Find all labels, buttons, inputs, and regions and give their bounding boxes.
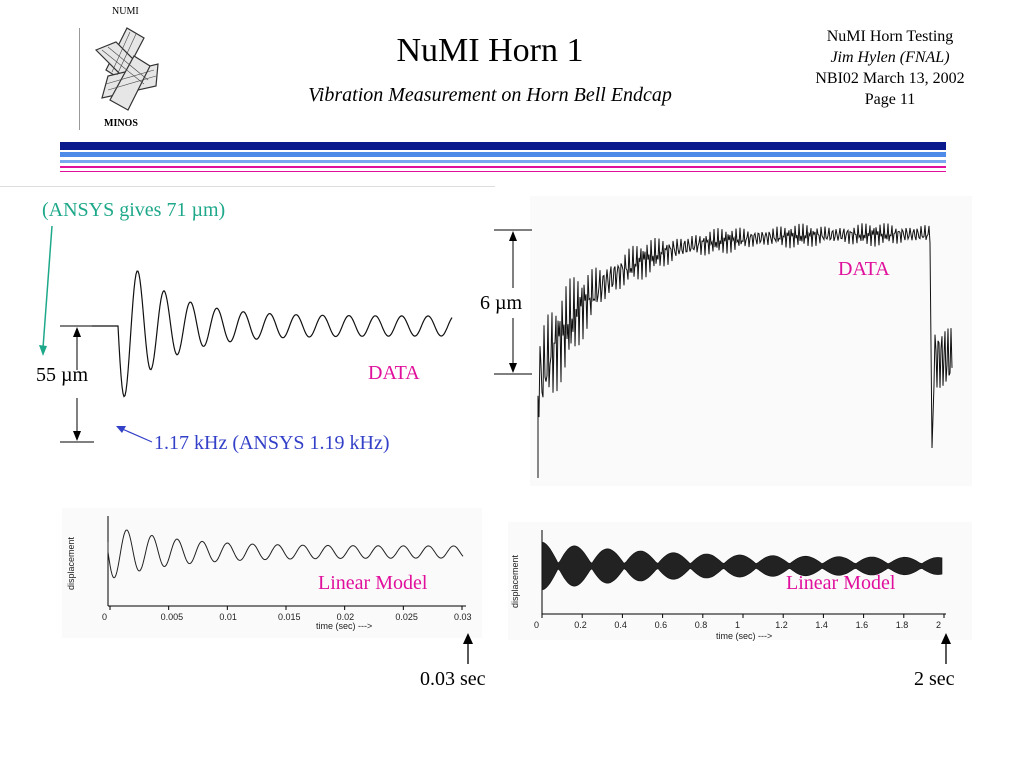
header-event: NBI02 March 13, 2002	[815, 70, 965, 87]
left-model-trace	[107, 516, 466, 610]
logo-top-text: NUMI	[112, 6, 139, 17]
end-arrow-right	[941, 633, 951, 664]
right-x-tick-label-7: 1.4	[815, 620, 828, 630]
ansys-note: (ANSYS gives 71 µm)	[42, 199, 226, 221]
header-bar-lightblue	[60, 160, 946, 163]
right-x-tick-label-9: 1.8	[895, 620, 909, 630]
left-x-tick-label-1: 0.005	[160, 612, 184, 622]
right-model-trace	[541, 530, 946, 618]
logo-bottom-text: MINOS	[104, 118, 138, 129]
left-x-tick-label-2: 0.01	[219, 612, 237, 622]
header-bar-magenta-thin	[60, 171, 946, 172]
header-bar-blue	[60, 152, 946, 157]
left-x-axis-label: time (sec) --->	[316, 621, 373, 631]
slide-title: NuMI Horn 1	[396, 32, 584, 69]
right-x-tick-label-1: 0.2	[574, 620, 587, 630]
data-label-right: DATA	[838, 258, 890, 280]
right-model-panel	[508, 522, 972, 640]
freq-arrow	[116, 426, 153, 443]
header-bar-magenta	[60, 166, 946, 168]
header-line-1: NuMI Horn Testing	[826, 28, 954, 45]
right-x-tick-label-10: 2	[936, 620, 942, 630]
right-x-tick-label-5: 1	[735, 620, 741, 630]
right-data-trace	[537, 223, 953, 478]
right-y-axis-label: displacement	[510, 554, 520, 608]
data-label-left: DATA	[368, 362, 420, 384]
logo-divider	[79, 28, 80, 130]
header-bar-navy	[60, 142, 946, 150]
header-page: Page 11	[864, 91, 916, 108]
right-x-tick-label-0: 0	[534, 620, 540, 630]
amplitude-bracket-right	[494, 229, 532, 375]
left-x-tick-label-3: 0.015	[278, 612, 301, 622]
end-marker-left: 0.03 sec	[420, 668, 486, 690]
left-y-axis-label: displacement	[66, 536, 76, 590]
left-x-tick-label-4: 0.02	[336, 612, 355, 622]
left-x-tick-label-6: 0.03	[454, 612, 472, 622]
minos-logo-icon	[94, 27, 159, 111]
ansys-arrow	[39, 225, 53, 356]
left-data-trace	[92, 270, 453, 398]
freq-note: 1.17 kHz (ANSYS 1.19 kHz)	[154, 432, 390, 454]
header-author: Jim Hylen (FNAL)	[830, 49, 950, 66]
left-x-tick-label-5: 0.025	[395, 612, 418, 622]
amplitude-label-right: 6 µm	[480, 292, 523, 314]
amplitude-label-left: 55 µm	[36, 364, 89, 386]
left-x-tick-label-0: 0	[102, 612, 108, 622]
right-data-panel	[530, 196, 972, 486]
end-marker-right: 2 sec	[914, 668, 955, 690]
right-x-tick-label-3: 0.6	[654, 620, 668, 630]
right-x-tick-label-8: 1.6	[855, 620, 869, 630]
end-arrow-left	[463, 633, 473, 664]
model-label-left: Linear Model	[318, 572, 428, 594]
right-x-axis-label: time (sec) --->	[716, 631, 773, 641]
right-x-tick-label-6: 1.2	[775, 620, 788, 630]
model-label-right: Linear Model	[786, 572, 896, 594]
right-x-tick-label-4: 0.8	[694, 620, 708, 630]
left-panel-top-rule	[0, 186, 495, 187]
amplitude-bracket-left	[60, 325, 94, 443]
left-model-panel	[62, 508, 482, 638]
slide-subtitle: Vibration Measurement on Horn Bell Endca…	[308, 84, 672, 106]
right-x-tick-label-2: 0.4	[614, 620, 627, 630]
